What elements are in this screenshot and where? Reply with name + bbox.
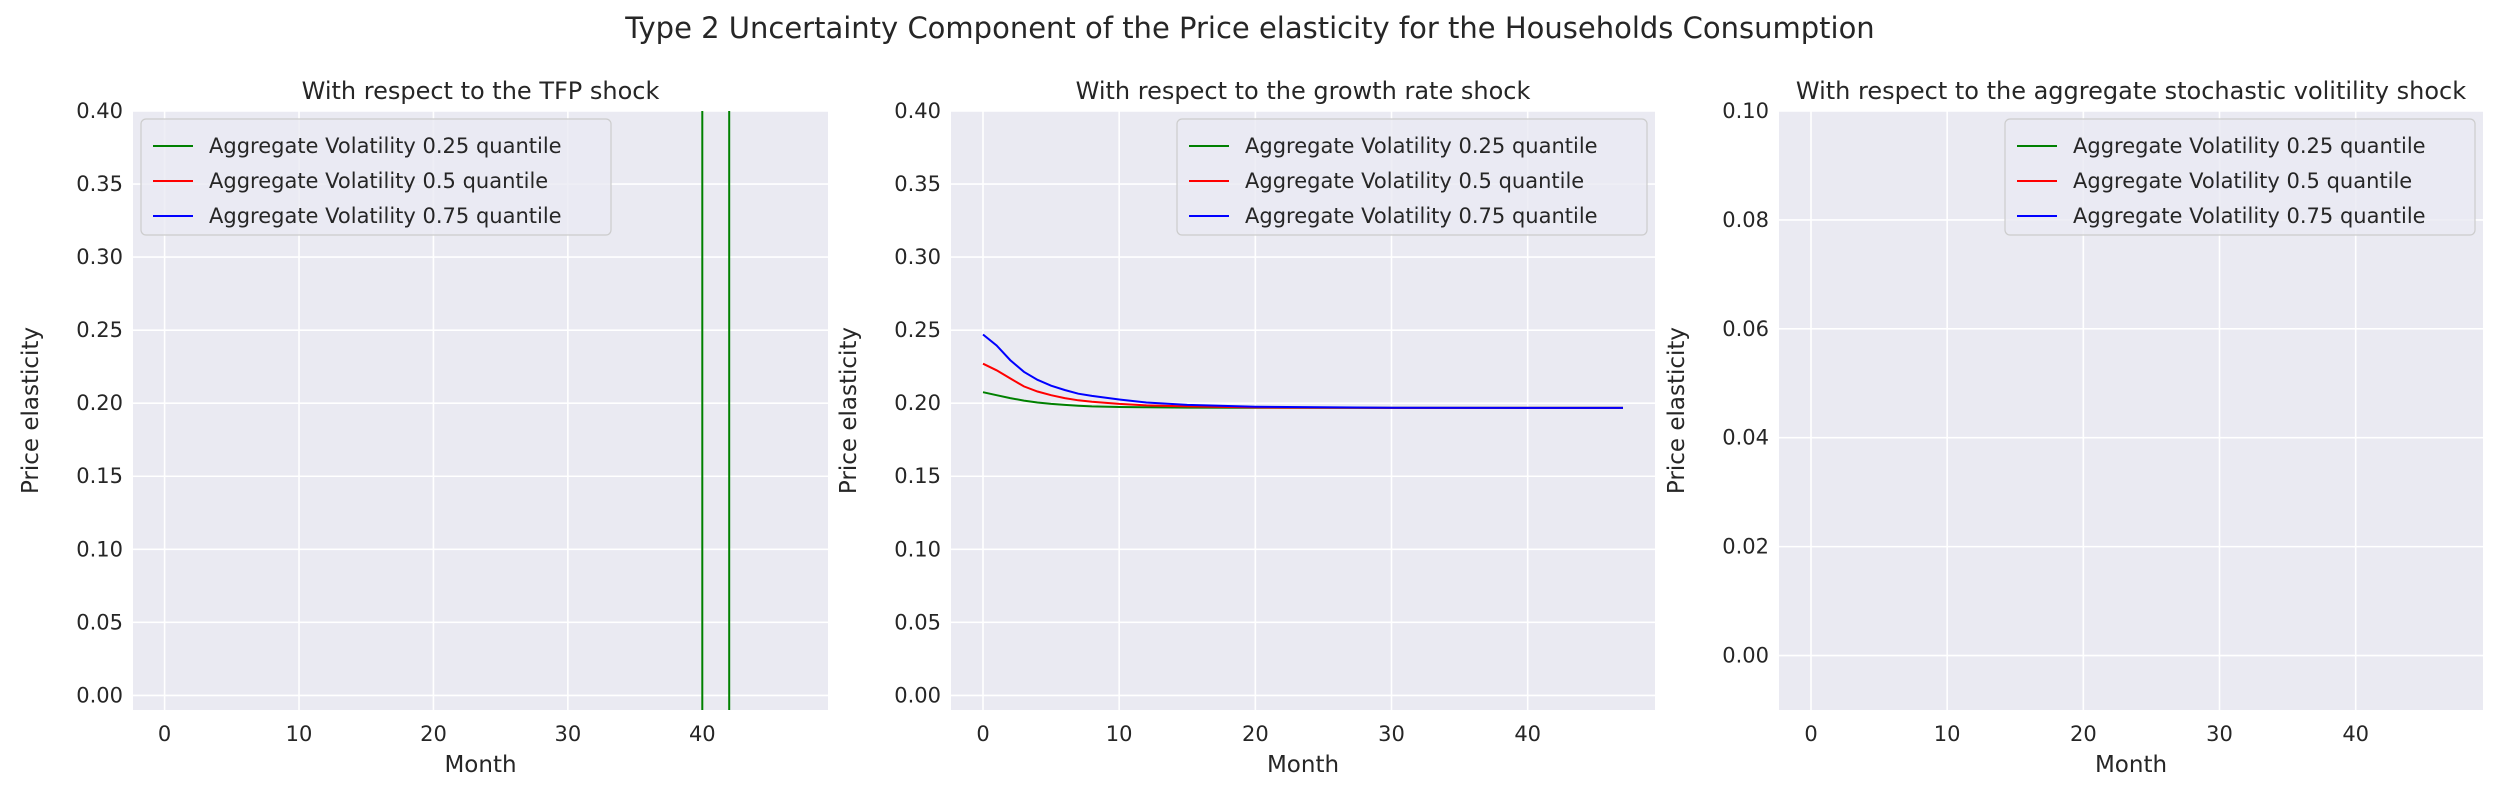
y-tick-label: 0.15 [76, 464, 123, 488]
legend-label-2: Aggregate Volatility 0.5 quantile [1245, 169, 1584, 193]
x-tick-label: 20 [420, 722, 447, 746]
legend-label-1: Aggregate Volatility 0.25 quantile [209, 134, 562, 158]
y-tick-label: 0.06 [1722, 317, 1769, 341]
x-tick-label: 40 [689, 722, 716, 746]
legend-label-1: Aggregate Volatility 0.25 quantile [1245, 134, 1598, 158]
legend-frame [1176, 118, 1648, 236]
y-tick-label: 0.02 [1722, 535, 1769, 559]
x-tick-label: 0 [976, 722, 989, 746]
series-group [982, 333, 1623, 409]
legend-label-1: Aggregate Volatility 0.25 quantile [2073, 134, 2426, 158]
y-tick-label: 0.25 [894, 318, 941, 342]
series-line-3 [982, 333, 1623, 409]
legend-label-2: Aggregate Volatility 0.5 quantile [2073, 169, 2412, 193]
y-axis-label: Price elasticity [836, 327, 862, 494]
x-tick-label: 10 [1934, 722, 1961, 746]
legend-label-2: Aggregate Volatility 0.5 quantile [209, 169, 548, 193]
y-tick-label: 0.20 [76, 391, 123, 415]
grid [1779, 110, 2483, 710]
y-tick-label: 0.15 [894, 464, 941, 488]
y-axis-label: Price elasticity [18, 327, 44, 494]
x-tick-label: 0 [158, 722, 171, 746]
y-tick-label: 0.30 [76, 245, 123, 269]
x-tick-label: 20 [2070, 722, 2097, 746]
y-tick-label: 0.10 [894, 537, 941, 561]
y-tick-label: 0.05 [76, 610, 123, 634]
y-axis-label: Price elasticity [1664, 327, 1690, 494]
x-tick-label: 30 [555, 722, 582, 746]
figure-title: Type 2 Uncertainty Component of the Pric… [624, 11, 1874, 45]
x-tick-label: 30 [1378, 722, 1405, 746]
y-tick-label: 0.05 [894, 610, 941, 634]
legend: Aggregate Volatility 0.25 quantile Aggreg… [1176, 118, 1648, 236]
legend-label-3: Aggregate Volatility 0.75 quantile [2073, 204, 2426, 228]
y-tick-label: 0.00 [1722, 644, 1769, 668]
x-tick-label: 20 [1242, 722, 1269, 746]
chart-panels: 0.00 0.05 0.10 0.15 0.20 0.25 0.30 0.35 0.40 0 10 2… [18, 77, 2483, 778]
y-tick-label: 0.20 [894, 391, 941, 415]
chart-panel-2: 0.00 0.05 0.10 0.15 0.20 0.25 0.30 0.35 0.40 0 10 2… [836, 77, 1655, 778]
x-axis-label: Month [2095, 752, 2167, 778]
series-group [701, 111, 731, 710]
x-tick-label: 10 [1106, 722, 1133, 746]
y-tick-label: 0.30 [894, 245, 941, 269]
y-tick-label: 0.35 [76, 172, 123, 196]
axes-title: With respect to the growth rate shock [1076, 77, 1531, 105]
legend-label-3: Aggregate Volatility 0.75 quantile [1245, 204, 1598, 228]
x-tick-label: 40 [1514, 722, 1541, 746]
x-tick-label: 40 [2342, 722, 2369, 746]
y-tick-label: 0.40 [894, 99, 941, 123]
y-tick-label: 0.10 [1722, 99, 1769, 123]
y-tick-label: 0.35 [894, 172, 941, 196]
x-axis-label: Month [444, 752, 516, 778]
axes-title: With respect to the aggregate stochastic… [1796, 77, 2466, 105]
y-tick-label: 0.04 [1722, 426, 1769, 450]
legend-frame [140, 118, 612, 236]
y-tick-label: 0.00 [894, 683, 941, 707]
x-tick-label: 0 [1804, 722, 1817, 746]
legend-frame [2004, 118, 2476, 236]
y-tick-label: 0.10 [76, 537, 123, 561]
chart-panel-3: 0.00 0.02 0.04 0.06 0.08 0.10 0 10 20 30 40 With re… [1664, 77, 2483, 778]
legend: Aggregate Volatility 0.25 quantile Aggreg… [2004, 118, 2476, 236]
y-tick-label: 0.25 [76, 318, 123, 342]
x-axis-label: Month [1267, 752, 1339, 778]
legend-label-3: Aggregate Volatility 0.75 quantile [209, 204, 562, 228]
x-tick-label: 30 [2206, 722, 2233, 746]
y-tick-label: 0.00 [76, 683, 123, 707]
legend: Aggregate Volatility 0.25 quantile Aggreg… [140, 118, 612, 236]
x-tick-label: 10 [286, 722, 313, 746]
axes-title: With respect to the TFP shock [302, 77, 660, 105]
chart-panel-1: 0.00 0.05 0.10 0.15 0.20 0.25 0.30 0.35 0.40 0 10 2… [18, 77, 828, 778]
y-tick-label: 0.08 [1722, 208, 1769, 232]
y-tick-label: 0.40 [76, 99, 123, 123]
